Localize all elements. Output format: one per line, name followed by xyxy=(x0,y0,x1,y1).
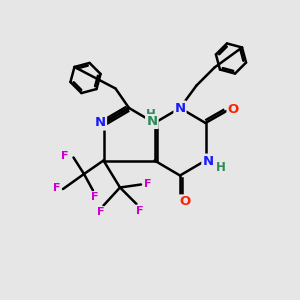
Text: F: F xyxy=(144,179,152,189)
Text: F: F xyxy=(97,207,104,217)
Text: N: N xyxy=(95,116,106,130)
Text: N: N xyxy=(202,154,214,168)
Text: O: O xyxy=(227,103,239,116)
Text: F: F xyxy=(136,206,143,216)
Text: O: O xyxy=(180,195,191,208)
Text: F: F xyxy=(61,151,69,161)
Text: N: N xyxy=(174,101,186,115)
Text: H: H xyxy=(216,160,225,174)
Text: N: N xyxy=(146,115,158,128)
Text: H: H xyxy=(146,108,156,121)
Text: F: F xyxy=(91,192,98,202)
Text: F: F xyxy=(53,183,60,194)
